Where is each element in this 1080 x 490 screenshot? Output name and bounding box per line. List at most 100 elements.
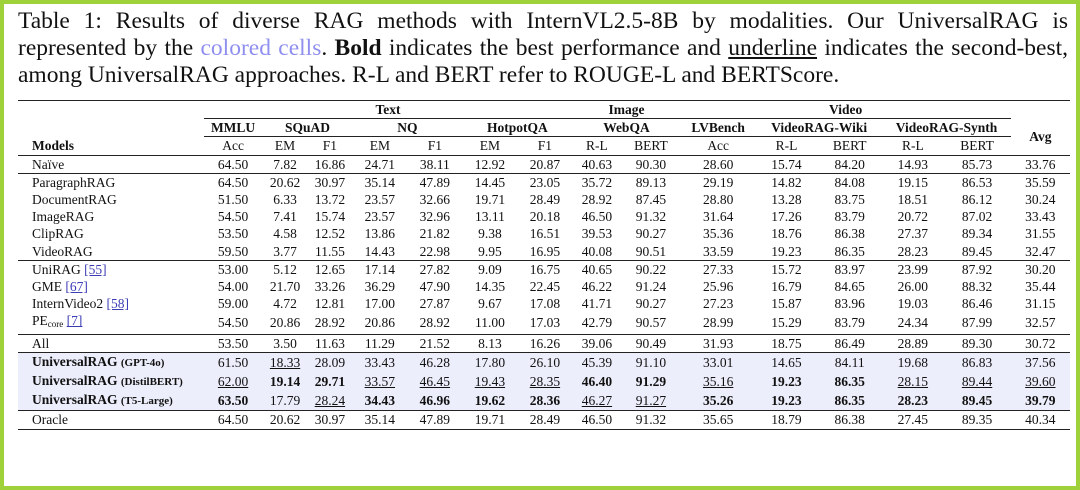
value-cell: 64.50: [203, 172, 263, 192]
metric-cell: F1: [427, 138, 442, 154]
value-cell: 30.97: [307, 410, 353, 430]
header-metric-row: Models Acc EM F1 EM F1 EM F1 R-L BERT Ac…: [18, 137, 1070, 155]
value-cell: 85.73: [943, 154, 1011, 174]
value-cell: 86.38: [817, 410, 883, 430]
value-cell: 11.63: [307, 333, 353, 353]
model-variant-tag: (DistilBERT): [120, 376, 183, 389]
metric-cell: BERT: [634, 138, 668, 154]
value-cell: 90.57: [635, 315, 667, 331]
value-cell: 40.08: [581, 243, 613, 259]
table-row: DocumentRAG 51.50 6.33 13.72 23.57 32.66 19.71…: [18, 191, 1070, 208]
value-cell: 59.50: [217, 243, 249, 259]
value-cell: 83.97: [817, 259, 883, 279]
value-cell: 46.50: [572, 410, 622, 430]
table-row: ImageRAG 54.50 7.41 15.74 23.57 32.96 13.11 20.…: [18, 208, 1070, 225]
value-cell: 46.28: [407, 351, 463, 373]
value-cell: 61.50: [203, 351, 263, 373]
value-cell: 11.55: [314, 243, 345, 259]
value-cell: 64.50: [203, 410, 263, 430]
col-mmlu: MMLU: [203, 118, 263, 138]
value-cell: 86.49: [817, 333, 883, 353]
citation-link[interactable]: [67]: [65, 279, 88, 295]
value-cell: 17.79: [262, 391, 308, 411]
caption-bold-word: Bold: [334, 35, 382, 61]
value-cell: 40.34: [1010, 410, 1070, 430]
caption-colored-cells: colored cells: [200, 35, 322, 61]
value-cell: 89.34: [961, 226, 993, 242]
value-cell: 20.72: [897, 209, 929, 225]
model-name-cell: ImageRAG: [18, 208, 204, 225]
value-cell: 37.56: [1010, 351, 1070, 373]
value-cell: 33.43: [352, 351, 408, 373]
value-cell: 35.44: [1025, 279, 1056, 295]
value-cell: 19.71: [474, 192, 506, 208]
model-name: PE: [32, 313, 48, 329]
model-name-cell: GME [67]: [18, 278, 204, 295]
value-cell: 6.33: [273, 192, 297, 208]
value-cell: 23.57: [364, 209, 396, 225]
value-cell: 12.65: [307, 259, 353, 279]
value-cell: 54.00: [217, 279, 249, 295]
value-cell: 22.45: [529, 279, 561, 295]
metric-cell: BERT: [832, 138, 867, 154]
citation-link[interactable]: [58]: [106, 296, 130, 312]
model-variant-tag: (T5-Large): [120, 395, 173, 408]
value-cell: 86.35: [817, 372, 883, 392]
value-cell: 16.86: [307, 154, 353, 174]
citation-link[interactable]: [7]: [66, 313, 83, 329]
model-name: Naïve: [32, 156, 65, 172]
model-name-cell: UniversalRAG (T5-Large): [18, 391, 204, 411]
value-cell: 29.71: [307, 372, 353, 392]
value-cell: 46.50: [581, 209, 613, 225]
value-cell: 35.72: [572, 172, 622, 192]
table-row: UniversalRAG (DistilBERT) 62.00 19.14 29.71…: [18, 372, 1070, 392]
value-cell: 27.23: [702, 296, 734, 312]
model-name-cell: All: [18, 333, 204, 353]
value-cell: 34.43: [352, 391, 408, 411]
caption-underline-word: underline: [728, 35, 818, 61]
value-cell: 11.00: [474, 315, 505, 331]
value-cell: 35.36: [702, 226, 734, 242]
value-cell: 28.36: [517, 391, 573, 411]
value-cell: 14.82: [755, 172, 818, 192]
value-cell: 46.40: [572, 372, 622, 392]
value-cell: 39.53: [581, 226, 613, 242]
value-cell: 86.46: [961, 296, 993, 312]
value-cell: 42.79: [581, 315, 613, 331]
value-cell: 35.26: [680, 391, 756, 411]
value-cell: 20.62: [262, 172, 308, 192]
value-cell: 14.43: [364, 243, 396, 259]
table-row: All 53.50 3.50 11.63 11.29 21.52 8.13 16.26 39.0…: [18, 333, 1070, 353]
model-name-cell: UniRAG [55]: [18, 259, 204, 279]
value-cell: 90.22: [621, 259, 681, 279]
value-cell: 23.57: [364, 192, 396, 208]
value-cell: 9.67: [478, 296, 502, 312]
value-cell: 88.32: [961, 279, 993, 295]
value-cell: 28.49: [517, 410, 573, 430]
model-name-cell: PEcore [7]: [18, 312, 204, 334]
value-cell: 83.79: [834, 209, 865, 225]
value-cell: 83.79: [834, 315, 865, 331]
value-cell: 19.68: [882, 351, 944, 373]
col-hotpotqa: HotpotQA: [462, 118, 573, 138]
group-image: Image: [572, 99, 681, 120]
figure-frame: Table 1: Results of diverse RAG methods …: [4, 4, 1076, 486]
value-cell: 20.86: [364, 315, 396, 331]
value-cell: 30.72: [1010, 333, 1070, 353]
value-cell: 87.45: [635, 192, 667, 208]
citation-link[interactable]: [55]: [84, 261, 107, 277]
value-cell: 40.63: [572, 154, 622, 174]
value-cell: 86.12: [961, 192, 993, 208]
value-cell: 23.05: [517, 172, 573, 192]
value-cell: 20.87: [517, 154, 573, 174]
value-cell: 27.87: [419, 296, 451, 312]
value-cell: 91.27: [621, 391, 681, 411]
value-cell: 14.35: [474, 279, 506, 295]
value-cell: 46.96: [407, 391, 463, 411]
metric-cell: EM: [274, 138, 296, 154]
value-cell: 27.82: [407, 259, 463, 279]
value-cell: 86.53: [943, 172, 1011, 192]
value-cell: 15.74: [314, 209, 346, 225]
value-cell: 26.00: [897, 279, 929, 295]
value-cell: 45.39: [572, 351, 622, 373]
